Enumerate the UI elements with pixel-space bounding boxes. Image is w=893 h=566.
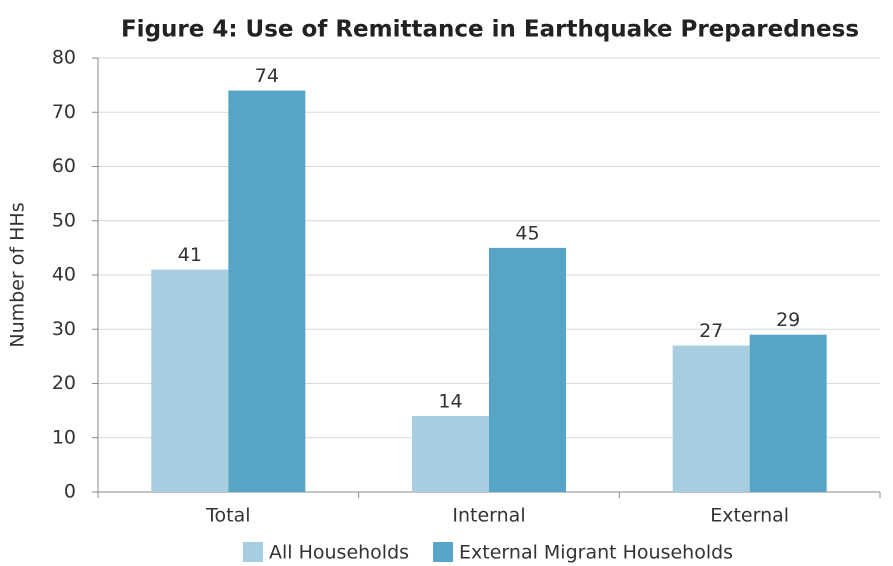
y-axis-label: Number of HHs	[7, 202, 29, 347]
bar	[151, 269, 229, 492]
value-label: 29	[776, 309, 800, 331]
y-tick-label: 40	[52, 264, 76, 286]
x-tick-label: Internal	[452, 505, 525, 527]
x-tick-label: Total	[205, 505, 250, 527]
y-tick-label: 10	[52, 426, 76, 448]
chart-title: Figure 4: Use of Remittance in Earthquak…	[121, 17, 859, 43]
y-tick-label: 50	[52, 209, 76, 231]
legend-label: All Households	[269, 542, 409, 564]
y-tick-label: 60	[52, 155, 76, 177]
y-tick-label: 0	[64, 481, 76, 503]
y-tick-label: 20	[52, 372, 76, 394]
legend-swatch	[433, 542, 454, 562]
y-tick-label: 30	[52, 318, 76, 340]
legend-swatch	[243, 542, 263, 562]
bar	[489, 247, 566, 492]
value-label: 14	[438, 391, 462, 413]
value-label: 45	[515, 222, 539, 244]
y-tick-label: 80	[52, 47, 76, 69]
bar	[228, 90, 306, 493]
bar	[412, 416, 489, 492]
value-label: 41	[178, 244, 202, 266]
bar	[672, 345, 750, 492]
legend-label: External Migrant Households	[459, 542, 733, 564]
bar	[749, 334, 827, 492]
y-tick-label: 70	[52, 101, 76, 123]
x-tick-label: External	[710, 505, 789, 527]
value-label: 27	[699, 320, 723, 342]
value-label: 74	[255, 65, 279, 87]
